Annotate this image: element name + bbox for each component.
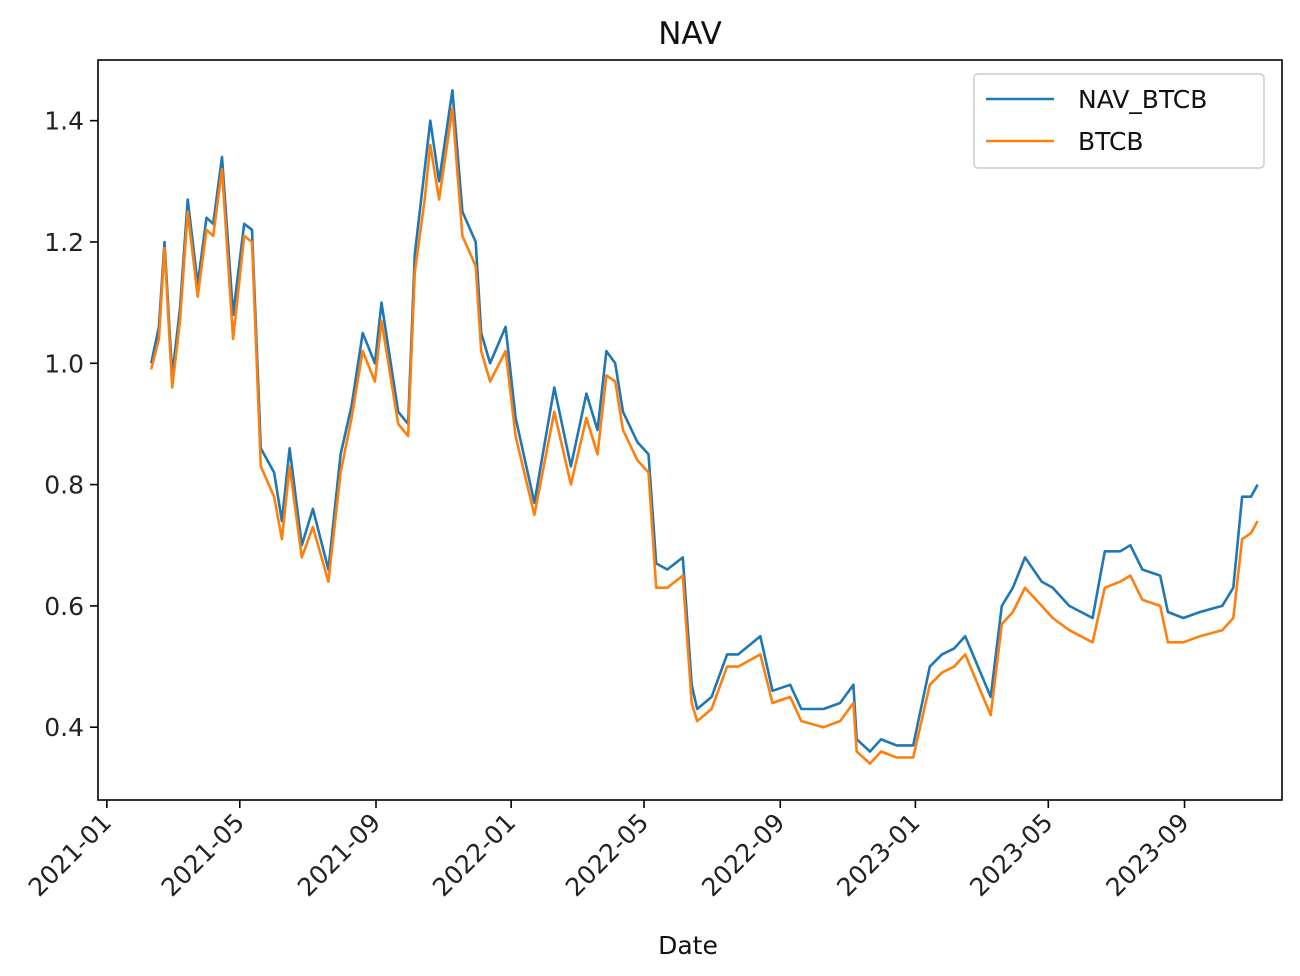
x-tick-label: 2021-05: [156, 808, 250, 902]
x-tick-label: 2023-09: [1100, 808, 1194, 902]
series-line-btcb: [149, 107, 1259, 765]
x-axis: 2021-01 2021-05 2021-09 2022-01 2022-05 2022-…: [23, 800, 1195, 902]
y-tick-label: 0.6: [44, 592, 84, 621]
y-axis: 0.4 0.6 0.8 1.0 1.2 1.4: [44, 107, 98, 742]
y-tick-label: 0.8: [44, 471, 84, 500]
series-layer: [149, 89, 1259, 765]
x-axis-label: Date: [658, 931, 718, 960]
x-tick-label: 2022-05: [560, 808, 654, 902]
plot-area: [97, 59, 1283, 801]
y-tick-label: 1.4: [44, 107, 84, 136]
legend: NAV_BTCB BTCB: [973, 73, 1265, 169]
x-tick-label: 2022-01: [427, 808, 521, 902]
chart-title: NAV: [658, 16, 722, 52]
x-tick-label: 2022-09: [696, 808, 790, 902]
x-tick-label: 2021-09: [292, 808, 386, 902]
x-tick-label: 2021-01: [23, 808, 117, 902]
y-tick-label: 1.0: [44, 349, 84, 378]
legend-frame: [973, 73, 1265, 169]
x-tick-label: 2023-01: [831, 808, 925, 902]
legend-label-nav-btcb: NAV_BTCB: [1078, 85, 1207, 114]
legend-label-btcb: BTCB: [1078, 127, 1144, 156]
series-line-nav-btcb: [149, 89, 1259, 753]
x-tick-label: 2023-05: [964, 808, 1058, 902]
y-tick-label: 0.4: [44, 713, 84, 742]
y-tick-label: 1.2: [44, 228, 84, 257]
